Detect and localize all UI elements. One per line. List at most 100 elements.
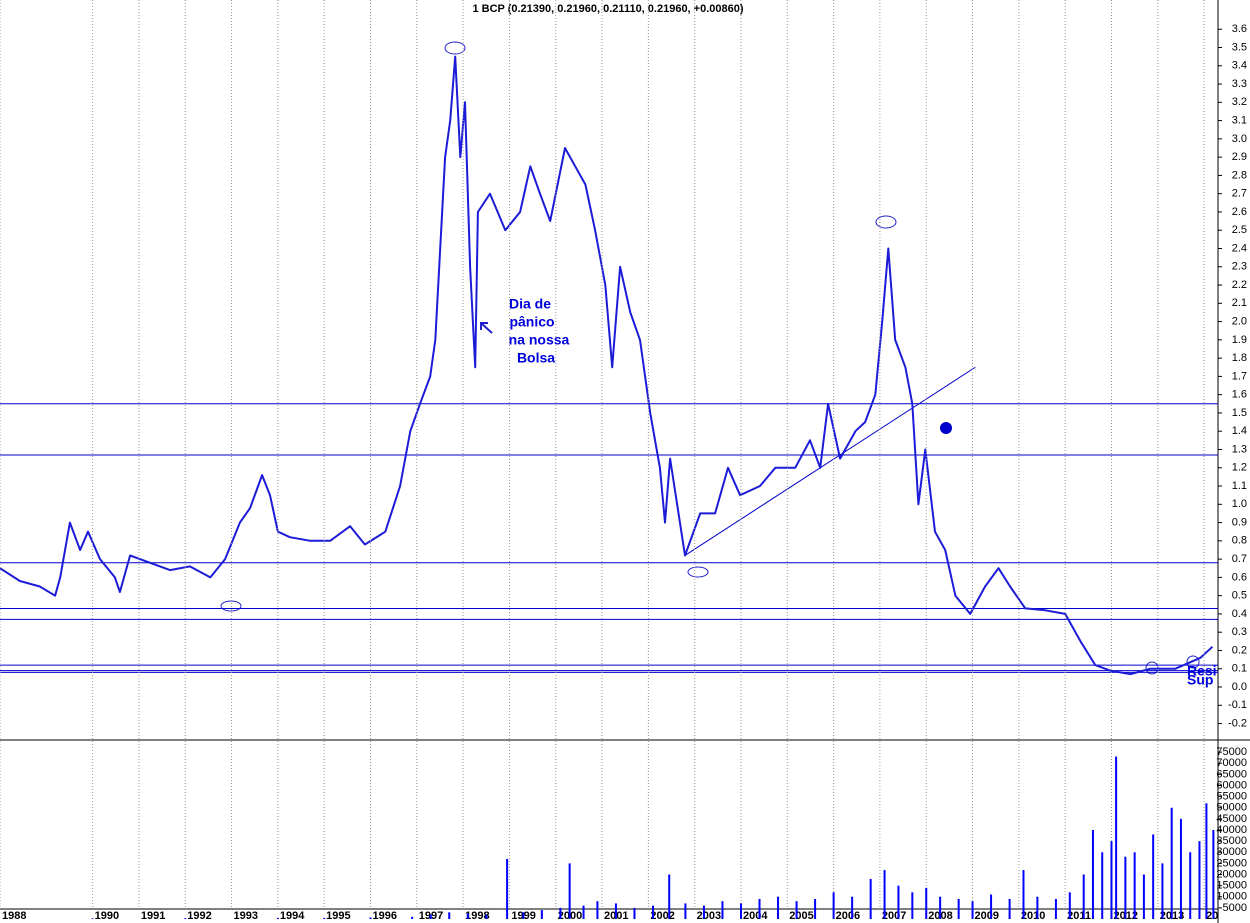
x-tick-label: 1993 (234, 910, 258, 922)
volume-bar (614, 903, 617, 919)
volume-bar (939, 896, 942, 919)
y-tick-label: 3.1 (1232, 114, 1247, 126)
volume-bar (506, 858, 509, 919)
volume-bar (1152, 834, 1155, 919)
y-tick-label: 1.7 (1232, 370, 1247, 382)
x-tick-label: 20 (1206, 910, 1218, 922)
volume-bar (323, 917, 326, 919)
volume-bar (1133, 852, 1136, 919)
price-line (0, 55, 1214, 676)
y-tick-label: 1.4 (1232, 425, 1247, 437)
y-tick-label: 45000 (1216, 813, 1247, 825)
y-tick-label: 2.9 (1232, 151, 1247, 163)
volume-bar (971, 901, 974, 919)
y-tick-label: 1.6 (1232, 389, 1247, 401)
volume-bar (1212, 830, 1215, 919)
y-tick-label: 5000 (1223, 902, 1247, 914)
volume-bar (633, 907, 636, 919)
volume-bar (1198, 841, 1201, 919)
volume-bar (1170, 807, 1173, 919)
volume-bar (540, 910, 543, 919)
volume-bar (925, 887, 928, 919)
volume-bar (651, 905, 654, 919)
volume-bar (897, 885, 900, 919)
volume-bar (411, 916, 414, 919)
x-tick-label: 2006 (836, 910, 860, 922)
x-tick-label: 2003 (697, 910, 721, 922)
x-tick-label: 1991 (141, 910, 165, 922)
annotation: Dia de (509, 296, 551, 312)
y-tick-label: 0.0 (1232, 681, 1247, 693)
volume-bar (582, 905, 585, 919)
x-tick-label: 1996 (372, 910, 396, 922)
x-tick-label: 2005 (789, 910, 813, 922)
chart-title: 1 BCP (0.21390, 0.21960, 0.21110, 0.2196… (472, 3, 743, 15)
y-tick-label: 0.8 (1232, 535, 1247, 547)
volume-bar (721, 901, 724, 919)
volume-bar (1036, 896, 1039, 919)
volume-bar (911, 892, 914, 919)
volume-bar (1110, 841, 1113, 919)
x-tick-label: 1998 (465, 910, 489, 922)
volume-bar (1091, 830, 1094, 919)
volume-bar (1022, 870, 1025, 919)
volume-bar (91, 918, 94, 919)
y-tick-label: 0.2 (1232, 644, 1247, 656)
x-tick-label: 2002 (650, 910, 674, 922)
y-tick-label: 0.3 (1232, 626, 1247, 638)
y-tick-label: 0.7 (1232, 553, 1247, 565)
volume-bar (1115, 756, 1118, 919)
volume-bar (1101, 852, 1104, 919)
volume-bar (1082, 874, 1085, 919)
volume-bar (448, 912, 451, 919)
volume-bar (1008, 898, 1011, 919)
y-tick-label: 15000 (1216, 880, 1247, 892)
y-tick-label: 2.4 (1232, 242, 1247, 254)
volume-bar (883, 870, 886, 919)
volume-bar (668, 874, 671, 919)
y-tick-label: 1.1 (1232, 480, 1247, 492)
volume-bar (795, 901, 798, 919)
y-tick-label: 30000 (1216, 846, 1247, 858)
volume-bar (1142, 874, 1145, 919)
volume-bar (777, 896, 780, 919)
y-tick-label: 2.8 (1232, 169, 1247, 181)
y-tick-label: 2.5 (1232, 224, 1247, 236)
volume-bar (369, 917, 372, 919)
y-tick-label: 0.6 (1232, 571, 1247, 583)
annotation: Resi (1187, 663, 1217, 679)
y-tick-label: 65000 (1216, 768, 1247, 780)
volume-bar (485, 914, 488, 919)
y-tick-label: 2.6 (1232, 206, 1247, 218)
y-tick-label: 55000 (1216, 791, 1247, 803)
annotation: na nossa (509, 332, 570, 348)
y-tick-label: 3.3 (1232, 78, 1247, 90)
annotation: Sup (1187, 672, 1213, 688)
y-tick-label: 2.1 (1232, 297, 1247, 309)
y-tick-label: 3.5 (1232, 41, 1247, 53)
y-tick-label: 1.8 (1232, 352, 1247, 364)
volume-bar (276, 917, 279, 919)
y-tick-label: 25000 (1216, 857, 1247, 869)
volume-bar (851, 896, 854, 919)
y-tick-label: 0.5 (1232, 590, 1247, 602)
x-tick-label: 2007 (882, 910, 906, 922)
x-tick-label: 2009 (975, 910, 999, 922)
volume-bar (1179, 818, 1182, 919)
y-tick-label: 3.4 (1232, 60, 1247, 72)
volume-bar (702, 905, 705, 919)
volume-bar (869, 878, 872, 919)
y-tick-label: 75000 (1216, 746, 1247, 758)
y-tick-label: 20000 (1216, 868, 1247, 880)
y-tick-label: 3.6 (1232, 23, 1247, 35)
y-tick-label: -0.1 (1228, 699, 1247, 711)
icons (220, 41, 1200, 675)
volume-bar (596, 901, 599, 919)
x-tick-label: 1988 (2, 910, 26, 922)
trend-line (684, 366, 976, 556)
volume-bar (1205, 803, 1208, 919)
y-tick-label: 60000 (1216, 779, 1247, 791)
y-tick-label: 3.2 (1232, 96, 1247, 108)
